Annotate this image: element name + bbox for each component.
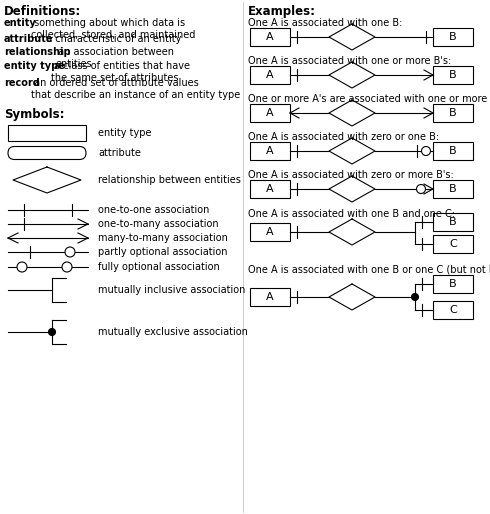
Text: entity: entity <box>4 18 37 28</box>
Circle shape <box>62 262 72 272</box>
Text: partly optional association: partly optional association <box>98 247 227 257</box>
Text: an ordered set of attribute values
that describe an instance of an entity type: an ordered set of attribute values that … <box>30 78 240 100</box>
Text: Symbols:: Symbols: <box>4 108 65 121</box>
Text: relationship: relationship <box>4 47 71 57</box>
Text: many-to-many association: many-to-many association <box>98 233 228 243</box>
Text: One A is associated with one or more B's:: One A is associated with one or more B's… <box>248 56 451 66</box>
Text: entity type: entity type <box>98 128 151 138</box>
Circle shape <box>49 328 55 336</box>
Bar <box>433 235 473 253</box>
Bar <box>433 66 473 84</box>
Text: B: B <box>449 146 457 156</box>
Text: One or more A's are associated with one or more B's:: One or more A's are associated with one … <box>248 94 490 104</box>
Bar <box>250 223 290 241</box>
Circle shape <box>65 247 75 257</box>
Text: relationship between entities: relationship between entities <box>98 175 241 185</box>
Bar <box>433 213 473 231</box>
Text: C: C <box>449 305 457 315</box>
Text: B: B <box>449 279 457 289</box>
Text: B: B <box>449 184 457 194</box>
Circle shape <box>416 185 425 193</box>
Bar <box>433 104 473 122</box>
Circle shape <box>412 293 418 301</box>
Text: A: A <box>266 184 274 194</box>
Bar <box>250 288 290 306</box>
Bar <box>433 28 473 46</box>
Text: A: A <box>266 70 274 80</box>
Text: A: A <box>266 227 274 237</box>
Text: One A is associated with zero or one B:: One A is associated with zero or one B: <box>248 132 439 142</box>
Bar <box>8 125 86 141</box>
Text: A: A <box>266 108 274 118</box>
Text: something about which data is
collected, stored, and maintained: something about which data is collected,… <box>30 18 195 40</box>
Text: fully optional association: fully optional association <box>98 262 220 272</box>
Text: a characteristic of an entity: a characteristic of an entity <box>43 34 181 44</box>
Text: B: B <box>449 32 457 42</box>
Text: B: B <box>449 108 457 118</box>
Text: attribute: attribute <box>98 148 141 158</box>
Bar <box>250 66 290 84</box>
Text: One A is associated with one B and one C:: One A is associated with one B and one C… <box>248 209 455 219</box>
Bar <box>433 301 473 319</box>
Text: A: A <box>266 292 274 302</box>
Text: Definitions:: Definitions: <box>4 5 81 18</box>
Text: an association between
entities: an association between entities <box>55 47 174 68</box>
Text: mutually exclusive association: mutually exclusive association <box>98 327 248 337</box>
Circle shape <box>421 146 431 156</box>
Circle shape <box>17 262 27 272</box>
Text: entity type: entity type <box>4 61 65 71</box>
Text: One A is associated with one B:: One A is associated with one B: <box>248 18 402 28</box>
Text: A: A <box>266 146 274 156</box>
Text: B: B <box>449 70 457 80</box>
Text: Examples:: Examples: <box>248 5 316 18</box>
Text: a class of entities that have
the same set of attributes: a class of entities that have the same s… <box>51 61 190 83</box>
Text: One A is associated with zero or more B's:: One A is associated with zero or more B'… <box>248 170 454 180</box>
Text: A: A <box>266 32 274 42</box>
Text: One A is associated with one B or one C (but not both):: One A is associated with one B or one C … <box>248 265 490 275</box>
Text: one-to-many association: one-to-many association <box>98 219 219 229</box>
Bar <box>250 28 290 46</box>
Bar <box>250 104 290 122</box>
Bar <box>433 180 473 198</box>
Bar <box>250 180 290 198</box>
Text: B: B <box>449 217 457 227</box>
Text: C: C <box>449 239 457 249</box>
Bar <box>433 275 473 293</box>
Text: mutually inclusive association: mutually inclusive association <box>98 285 245 295</box>
Text: one-to-one association: one-to-one association <box>98 205 209 215</box>
FancyBboxPatch shape <box>8 146 86 159</box>
Text: record: record <box>4 78 40 88</box>
Text: attribute: attribute <box>4 34 53 44</box>
Bar <box>250 142 290 160</box>
Bar <box>433 142 473 160</box>
